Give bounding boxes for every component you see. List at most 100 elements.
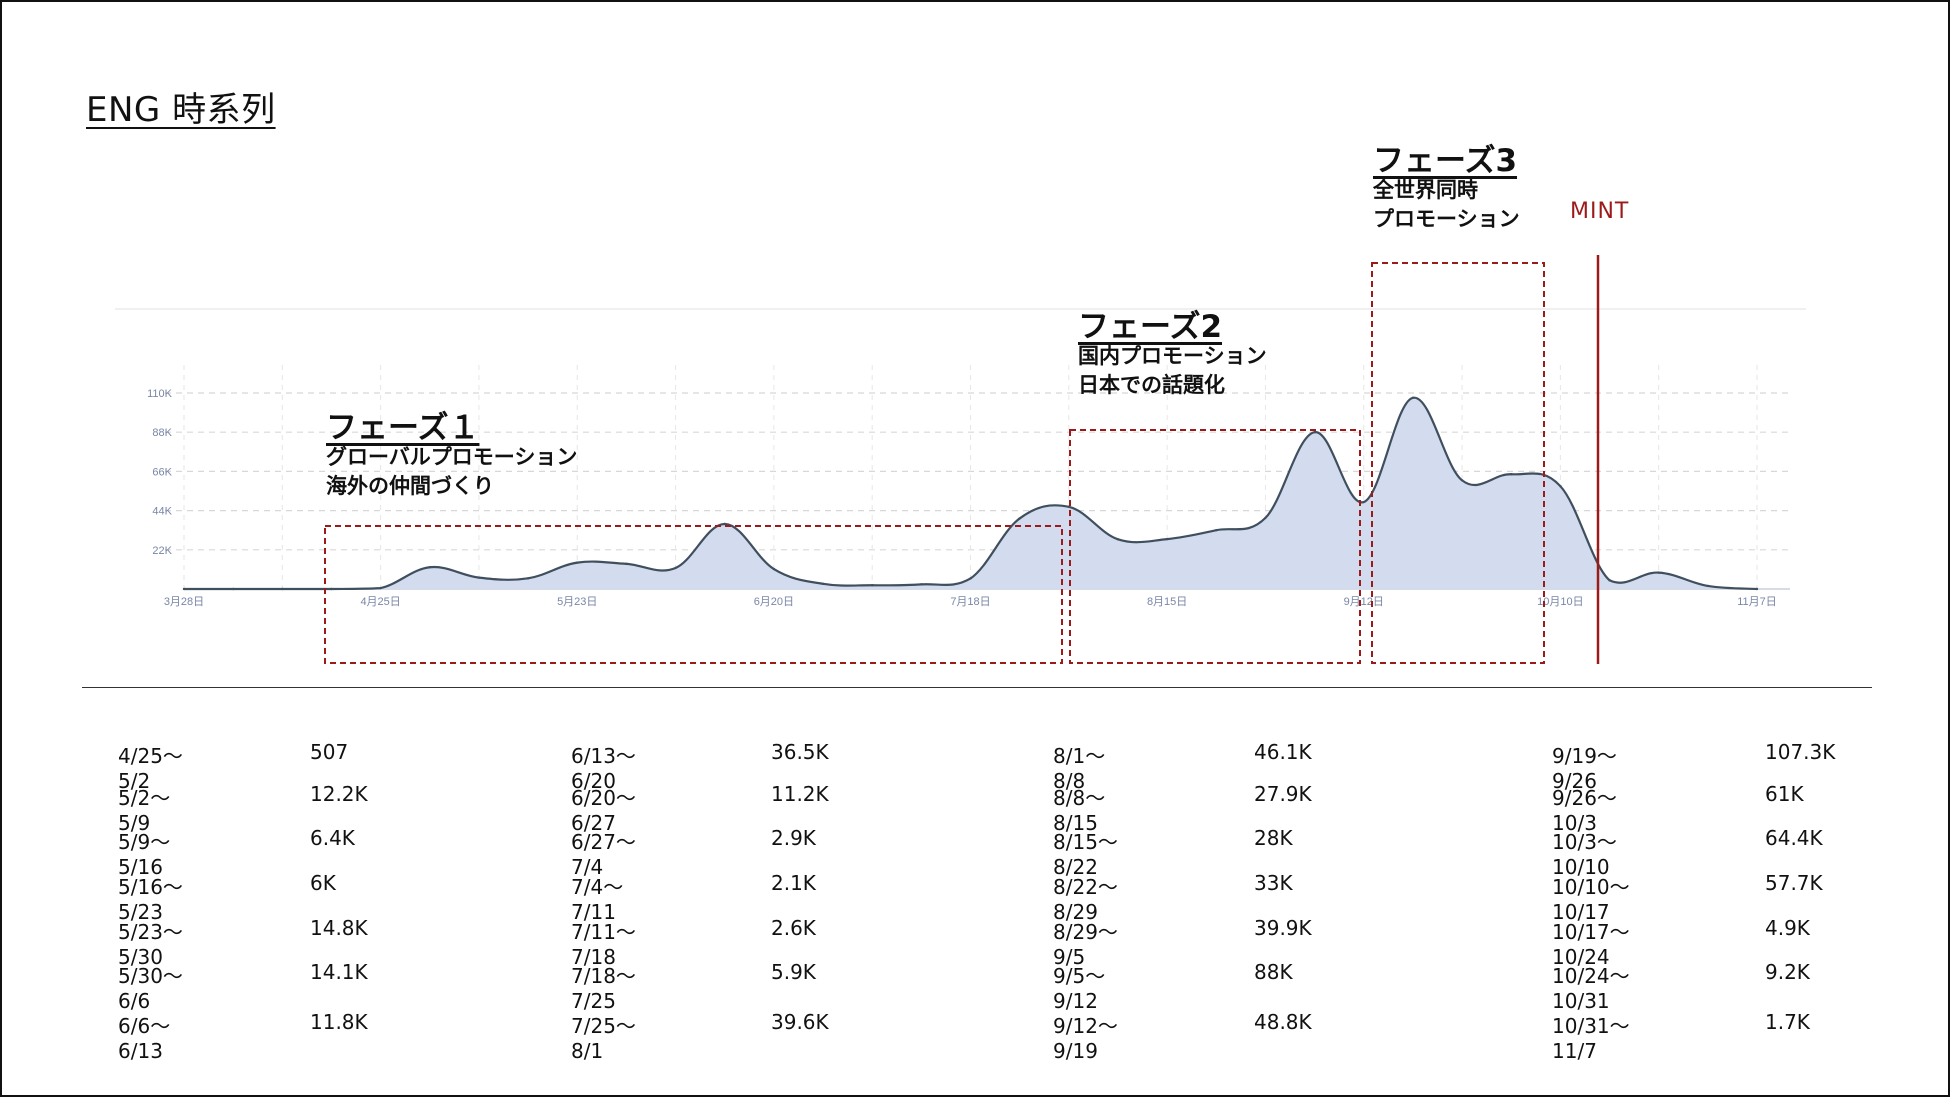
- week-range: 10/17〜10/24: [1552, 920, 1630, 969]
- series-area: [184, 397, 1757, 589]
- week-value: 46.1K: [1254, 740, 1312, 764]
- week-value: 6K: [310, 871, 336, 895]
- week-range: 7/4〜7/11: [571, 875, 624, 924]
- data-point: [231, 587, 235, 591]
- data-point: [1460, 479, 1464, 482]
- x-tick-label: 5月23日: [557, 596, 597, 608]
- x-tick-label: 4月25日: [360, 596, 400, 608]
- week-value: 2.6K: [771, 916, 816, 940]
- data-point: [821, 582, 825, 586]
- week-value: 39.9K: [1254, 916, 1312, 940]
- week-value: 88K: [1254, 960, 1293, 984]
- x-tick-label: 10月10日: [1537, 596, 1583, 608]
- week-value: 28K: [1254, 826, 1293, 850]
- y-tick-label: 88K: [152, 427, 172, 439]
- data-point: [1116, 538, 1120, 541]
- week-value: 36.5K: [771, 740, 829, 764]
- week-value: 39.6K: [771, 1010, 829, 1034]
- data-point: [1510, 473, 1513, 476]
- phase-3-title: フェーズ3: [1373, 143, 1518, 179]
- week-value: 12.2K: [310, 782, 368, 806]
- week-value: 57.7K: [1765, 871, 1823, 895]
- data-point: [1215, 529, 1218, 532]
- week-value: 27.9K: [1254, 782, 1312, 806]
- week-range: 5/23〜5/30: [118, 920, 183, 969]
- phase-box-layer: [324, 255, 1600, 664]
- week-value: 14.8K: [310, 916, 368, 940]
- phase-1-box: [324, 525, 1063, 664]
- week-range: 5/2〜5/9: [118, 786, 171, 835]
- data-point: [1559, 484, 1562, 488]
- x-tick-label: 6月20日: [754, 596, 794, 608]
- week-range: 6/13〜6/20: [571, 744, 636, 793]
- section-divider: [82, 687, 1872, 688]
- week-value: 61K: [1765, 782, 1804, 806]
- phase-3-line-1: 全世界同時: [1373, 178, 1478, 202]
- week-range: 10/24〜10/31: [1552, 964, 1630, 1013]
- week-value: 64.4K: [1765, 826, 1823, 850]
- week-range: 8/1〜8/8: [1053, 744, 1106, 793]
- week-value: 4.9K: [1765, 916, 1810, 940]
- phase-2-label: フェーズ2 国内プロモーション 日本での話題化: [1078, 312, 1267, 400]
- data-point: [1657, 571, 1660, 574]
- phase-2-box: [1069, 429, 1361, 664]
- week-value: 6.4K: [310, 826, 355, 850]
- data-point: [1608, 579, 1611, 582]
- y-tick-label: 110K: [147, 388, 173, 400]
- phase-1-line-2: 海外の仲間づくり: [326, 474, 494, 498]
- week-range: 5/30〜6/6: [118, 964, 183, 1013]
- data-point: [1411, 396, 1415, 400]
- data-point: [625, 562, 628, 566]
- data-point: [1264, 516, 1267, 520]
- data-point: [969, 577, 972, 580]
- x-tick-label: 9月12日: [1344, 596, 1384, 608]
- y-tick-label: 44K: [152, 506, 172, 518]
- phase-3-box: [1371, 262, 1545, 664]
- week-range: 6/6〜6/13: [118, 1014, 171, 1063]
- data-point: [920, 583, 923, 586]
- phase-3-label: フェーズ3 全世界同時 プロモーション: [1373, 143, 1520, 234]
- week-range: 8/29〜9/5: [1053, 920, 1118, 969]
- week-range: 4/25〜5/2: [118, 744, 183, 793]
- week-range: 9/19〜9/26: [1552, 744, 1617, 793]
- x-tick-label: 7月18日: [950, 596, 990, 608]
- data-point: [1755, 587, 1759, 591]
- phase-2-line-2: 日本での話題化: [1078, 373, 1225, 397]
- week-range: 10/3〜10/10: [1552, 830, 1617, 879]
- x-tick-label: 8月15日: [1147, 596, 1187, 608]
- data-point: [477, 576, 481, 579]
- data-point: [1362, 500, 1365, 504]
- week-range: 10/31〜11/7: [1552, 1014, 1630, 1063]
- week-range: 10/10〜10/17: [1552, 875, 1630, 924]
- data-point: [428, 566, 431, 569]
- week-range: 7/18〜7/25: [571, 964, 636, 1013]
- data-point: [1067, 505, 1071, 509]
- week-range: 7/11〜7/18: [571, 920, 636, 969]
- week-range: 8/8〜8/15: [1053, 786, 1106, 835]
- phase-2-line-1: 国内プロモーション: [1078, 344, 1267, 368]
- week-range: 7/25〜8/1: [571, 1014, 636, 1063]
- week-range: 6/27〜7/4: [571, 830, 636, 879]
- week-range: 9/5〜9/12: [1053, 964, 1106, 1013]
- data-point: [723, 522, 726, 526]
- week-range: 5/16〜5/23: [118, 875, 183, 924]
- data-point: [576, 561, 579, 564]
- week-value: 48.8K: [1254, 1010, 1312, 1034]
- data-point: [870, 584, 874, 587]
- x-tick-label: 3月28日: [164, 596, 204, 608]
- week-value: 11.8K: [310, 1010, 368, 1034]
- week-range: 6/20〜6/27: [571, 786, 636, 835]
- week-value: 9.2K: [1765, 960, 1810, 984]
- data-point: [1313, 431, 1316, 434]
- tick-layer: 22K 44K 66K 88K 110K 3月28日 4月25日 5月23日 6月20日 7月18…: [147, 388, 1777, 608]
- x-tick-label: 11月7日: [1737, 596, 1777, 608]
- data-point: [182, 587, 186, 591]
- mint-label: MINT: [1570, 199, 1630, 224]
- data-point: [1165, 537, 1169, 541]
- data-point: [281, 587, 284, 591]
- week-value: 14.1K: [310, 960, 368, 984]
- y-tick-label: 66K: [152, 466, 172, 478]
- data-point: [674, 566, 677, 570]
